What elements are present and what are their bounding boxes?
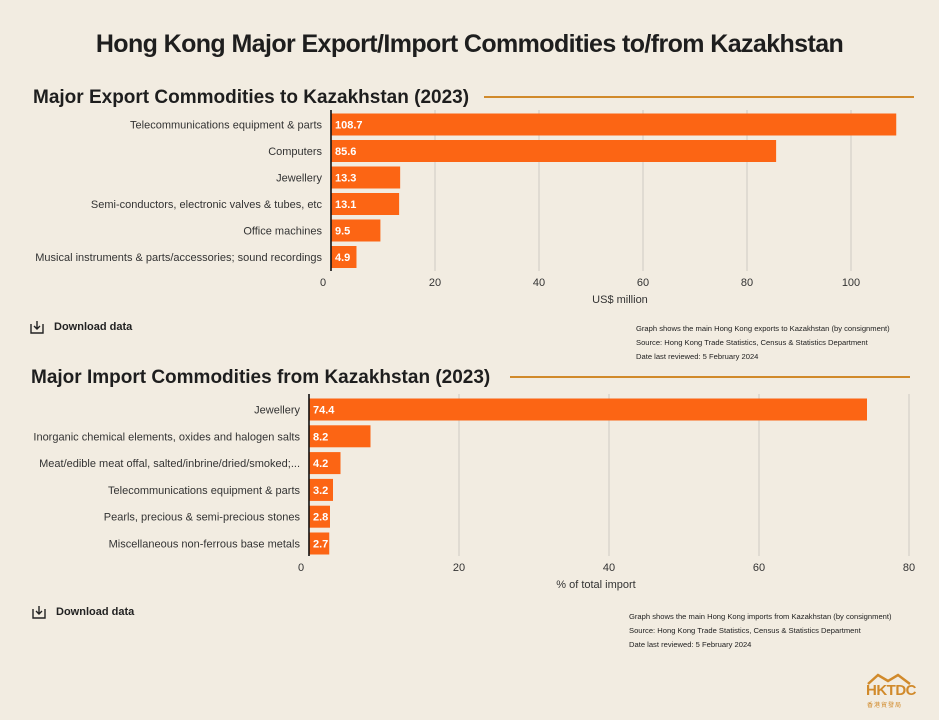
logo-subtext: 香港貿發局 (867, 703, 903, 709)
import-section-rule (510, 376, 910, 378)
export-axis-title: US$ million (592, 294, 648, 306)
export-bar (331, 193, 400, 215)
export-download-button[interactable]: Download data (30, 320, 132, 334)
export-category-label: Musical instruments & parts/accessories;… (35, 252, 322, 264)
import-value-label: 8.2 (313, 431, 328, 443)
import-category-label: Inorganic chemical elements, oxides and … (33, 431, 300, 443)
import-value-label: 2.8 (313, 512, 328, 524)
export-category-label: Semi-conductors, electronic valves & tub… (91, 199, 323, 211)
download-icon (32, 606, 46, 619)
import-download-label: Download data (56, 606, 135, 618)
export-bar (331, 219, 381, 242)
import-bar (309, 478, 333, 501)
import-value-label: 4.2 (313, 458, 328, 470)
export-bar (331, 166, 401, 189)
logo-text: HKTDC (866, 682, 917, 699)
export-value-label: 9.5 (335, 226, 350, 238)
export-value-label: 4.9 (335, 252, 350, 264)
import-note-source: Source: Hong Kong Trade Statistics, Cens… (629, 626, 861, 635)
import-note-description: Graph shows the main Hong Kong imports f… (629, 612, 892, 621)
export-value-label: 13.3 (335, 173, 356, 185)
import-value-label: 2.7 (313, 539, 328, 551)
export-section-rule (484, 96, 914, 98)
import-section-title: Major Import Commodities from Kazakhstan… (31, 367, 491, 388)
export-bar (331, 113, 897, 136)
import-download-button[interactable]: Download data (32, 605, 134, 619)
import-category-label: Jewellery (254, 405, 300, 417)
import-category-label: Miscellaneous non-ferrous base metals (109, 539, 301, 551)
export-tick-label: 80 (741, 277, 753, 289)
import-note-date: Date last reviewed: 5 February 2024 (629, 640, 752, 649)
export-tick-label: 60 (637, 277, 649, 289)
export-category-label: Computers (268, 146, 322, 158)
logo-roof-icon (867, 673, 911, 685)
import-axis-title: % of total import (556, 579, 635, 591)
export-value-label: 85.6 (335, 146, 356, 158)
import-tick-label: 20 (453, 562, 465, 574)
export-value-label: 108.7 (335, 120, 363, 132)
import-category-label: Meat/edible meat offal, salted/inbrine/d… (39, 458, 300, 470)
export-value-label: 13.1 (335, 199, 356, 211)
download-icon (30, 321, 44, 334)
page-title: Hong Kong Major Export/Import Commoditie… (95, 30, 844, 58)
import-tick-label: 0 (298, 562, 304, 574)
export-tick-label: 100 (842, 277, 860, 289)
import-tick-label: 40 (603, 562, 615, 574)
import-category-label: Telecommunications equipment & parts (108, 485, 300, 497)
export-tick-label: 40 (533, 277, 545, 289)
import-value-label: 3.2 (313, 485, 328, 497)
export-bar (331, 140, 777, 162)
export-note-source: Source: Hong Kong Trade Statistics, Cens… (636, 338, 868, 347)
export-bar (331, 246, 357, 268)
import-bar (309, 505, 330, 528)
export-category-label: Telecommunications equipment & parts (130, 120, 322, 132)
export-note-date: Date last reviewed: 5 February 2024 (636, 352, 759, 361)
import-category-label: Pearls, precious & semi-precious stones (104, 512, 301, 524)
export-category-label: Office machines (243, 226, 322, 238)
export-tick-label: 20 (429, 277, 441, 289)
import-tick-label: 60 (753, 562, 765, 574)
import-bar (309, 532, 330, 555)
export-section-title: Major Export Commodities to Kazakhstan (… (33, 87, 470, 108)
export-category-label: Jewellery (276, 173, 322, 185)
export-notes: Graph shows the main Hong Kong exports t… (636, 322, 890, 364)
import-bar (309, 398, 867, 421)
hktdc-logo: HKTDC 香港貿發局 (866, 672, 917, 710)
export-note-description: Graph shows the main Hong Kong exports t… (636, 324, 890, 333)
import-notes: Graph shows the main Hong Kong imports f… (629, 610, 892, 652)
export-tick-label: 0 (320, 277, 326, 289)
export-download-label: Download data (54, 321, 133, 333)
import-tick-label: 80 (903, 562, 915, 574)
import-bar (309, 425, 371, 448)
import-value-label: 74.4 (313, 405, 335, 417)
import-bar (309, 452, 341, 475)
